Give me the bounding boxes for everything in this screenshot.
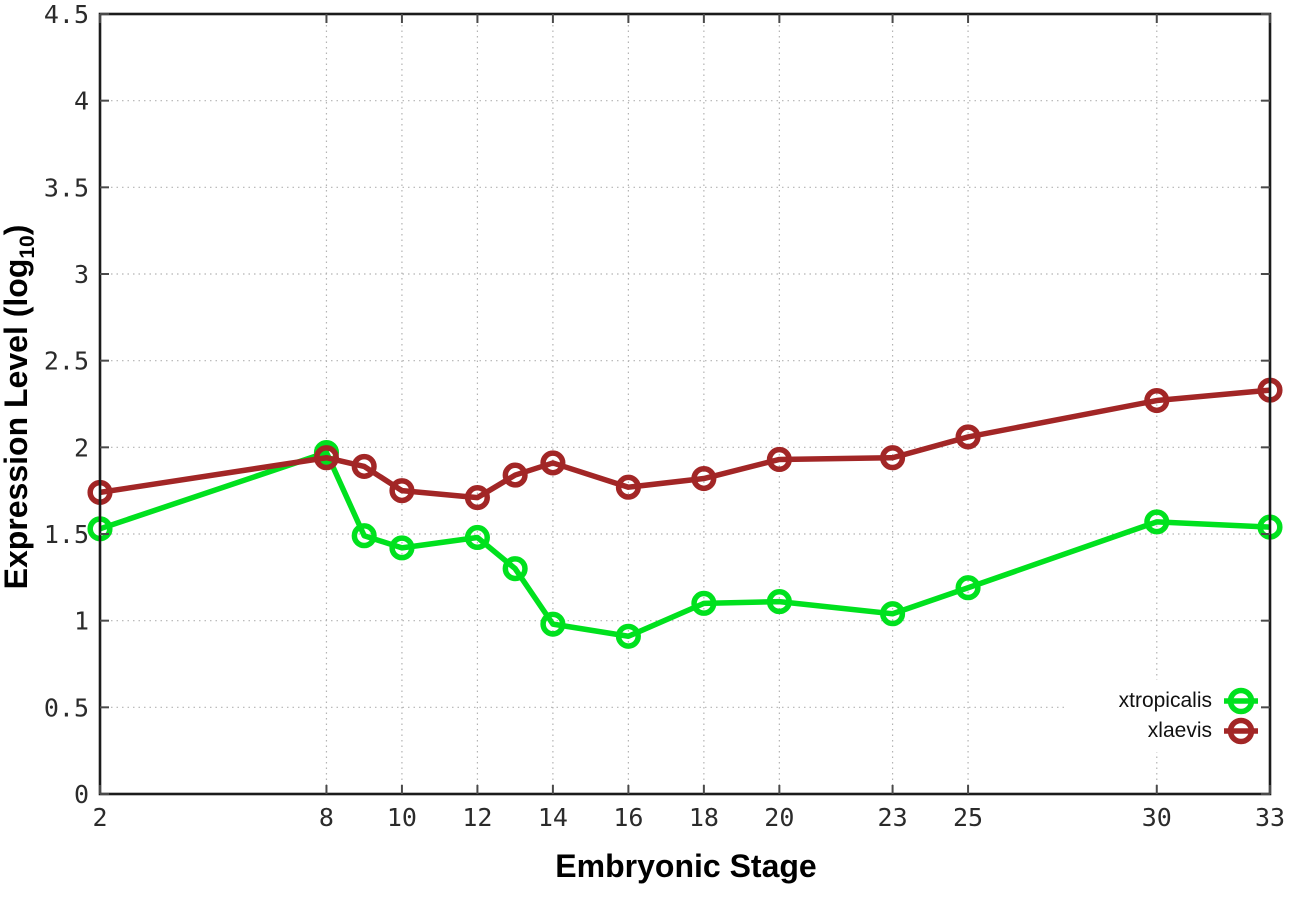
- data-point-xtropicalis: [389, 535, 415, 561]
- y-tick-label: 1.5: [44, 520, 89, 549]
- data-point-xlaevis: [766, 446, 792, 473]
- y-tick-label: 1: [74, 607, 89, 636]
- y-axis-title: Expression Level (log10): [0, 225, 39, 590]
- data-point-xlaevis: [351, 453, 377, 479]
- open-circle-marker-icon: [1224, 717, 1258, 745]
- x-tick-label: 2: [92, 803, 107, 832]
- open-circle-marker-icon: [1224, 687, 1258, 715]
- y-tick-label: 4.5: [44, 0, 89, 29]
- data-point-xtropicalis: [351, 523, 377, 549]
- data-point-xtropicalis: [540, 611, 566, 637]
- data-point-xlaevis: [389, 478, 415, 504]
- data-point-xlaevis: [313, 445, 340, 471]
- y-tick-label: 2.5: [44, 347, 89, 376]
- x-tick-label: 23: [878, 803, 908, 832]
- plot-border: [98, 12, 1272, 796]
- x-axis-title: Embryonic Stage: [555, 848, 816, 884]
- y-tick-label: 0.5: [44, 693, 89, 722]
- x-tick-label: 30: [1142, 803, 1172, 832]
- data-point-xtropicalis: [880, 601, 906, 627]
- x-tick-label: 14: [538, 803, 568, 832]
- legend-label-xtropicalis: xtropicalis: [1118, 689, 1212, 712]
- y-axis-title-base: Expression Level (log: [0, 259, 34, 590]
- data-point-xlaevis: [880, 445, 906, 471]
- data-point-xtropicalis: [615, 623, 641, 649]
- series-line-xtropicalis: [99, 449, 1271, 640]
- series-line-xlaevis: [99, 387, 1271, 501]
- y-tick-label: 3.5: [44, 173, 89, 202]
- x-tick-label: 25: [953, 803, 983, 832]
- x-tick-label: 10: [387, 803, 417, 832]
- y-tick-label: 4: [74, 87, 89, 116]
- data-point-xtropicalis: [1144, 509, 1170, 535]
- y-tick-label: 3: [74, 260, 89, 289]
- y-tick-label: 2: [74, 433, 89, 462]
- legend: xtropicalis xlaevis: [1119, 686, 1258, 746]
- data-point-xlaevis: [1144, 387, 1170, 414]
- x-tick-label: 20: [764, 803, 794, 832]
- data-point-xlaevis: [540, 450, 566, 476]
- legend-row-xtropicalis: xtropicalis: [1119, 686, 1258, 716]
- data-point-xtropicalis: [955, 575, 981, 601]
- y-axis-title-close: ): [0, 225, 34, 236]
- data-point-xtropicalis: [766, 589, 792, 615]
- data-point-xlaevis: [464, 485, 490, 511]
- legend-label-xlaevis: xlaevis: [1147, 719, 1212, 742]
- data-point-xlaevis: [502, 462, 528, 488]
- x-tick-label: 33: [1255, 803, 1285, 832]
- data-point-xlaevis: [691, 465, 717, 492]
- y-axis-title-subscript: 10: [16, 235, 39, 258]
- data-point-xlaevis: [615, 474, 641, 500]
- x-tick-label: 12: [462, 803, 492, 832]
- data-point-xtropicalis: [502, 556, 528, 582]
- data-point-xlaevis: [955, 424, 981, 450]
- x-tick-label: 16: [613, 803, 643, 832]
- data-point-xtropicalis: [464, 524, 490, 551]
- y-tick-label: 0: [74, 780, 89, 809]
- data-point-xtropicalis: [691, 590, 717, 616]
- x-tick-label: 8: [319, 803, 334, 832]
- x-tick-label: 18: [689, 803, 719, 832]
- legend-row-xlaevis: xlaevis: [1119, 716, 1258, 746]
